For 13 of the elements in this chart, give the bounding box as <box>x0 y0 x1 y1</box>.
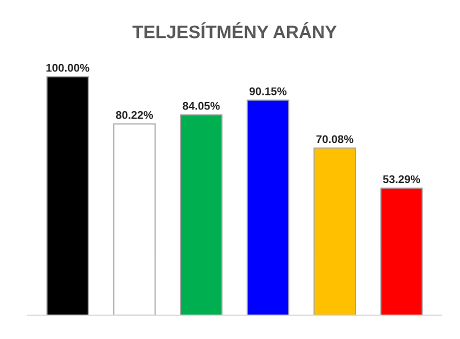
bar <box>46 76 89 316</box>
bar <box>380 188 423 316</box>
bar <box>180 114 222 316</box>
chart-title: TELJESÍTMÉNY ARÁNY <box>132 22 337 38</box>
bar <box>314 148 356 316</box>
data-label: 100.00% <box>46 64 90 72</box>
data-label: 84.05% <box>182 102 220 110</box>
bar <box>113 123 156 316</box>
data-label: 53.29% <box>383 175 420 184</box>
data-label: 80.22% <box>116 111 153 119</box>
data-label: 90.15% <box>250 87 287 96</box>
data-label: 70.08% <box>316 135 354 144</box>
bar <box>246 100 290 316</box>
